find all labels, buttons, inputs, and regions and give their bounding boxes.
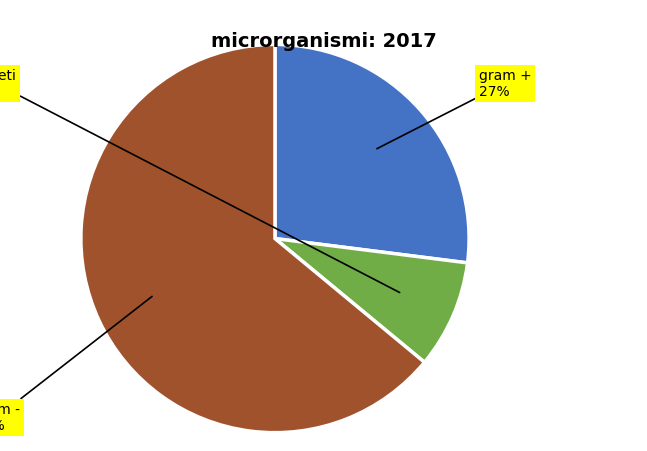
Text: gram -
64%: gram - 64% [0, 297, 152, 432]
Text: miceti
9%: miceti 9% [0, 69, 400, 293]
Text: gram +
27%: gram + 27% [377, 69, 532, 149]
Wedge shape [81, 46, 424, 433]
Text: microrganismi: 2017: microrganismi: 2017 [211, 32, 436, 51]
Wedge shape [275, 46, 469, 263]
Wedge shape [275, 239, 468, 363]
